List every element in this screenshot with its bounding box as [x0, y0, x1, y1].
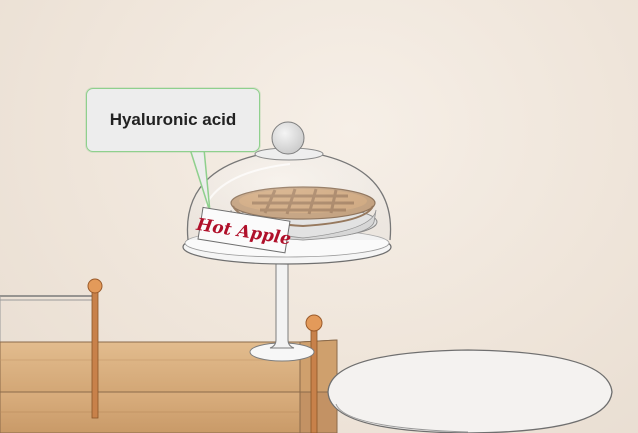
tooltip-text: Hyaluronic acid [109, 110, 237, 129]
wooden-counter [0, 339, 338, 433]
ingredient-tooltip: Hyaluronic acid [86, 88, 260, 152]
counter-rail [87, 278, 323, 433]
back-shelf [0, 295, 95, 345]
round-table [327, 349, 613, 433]
